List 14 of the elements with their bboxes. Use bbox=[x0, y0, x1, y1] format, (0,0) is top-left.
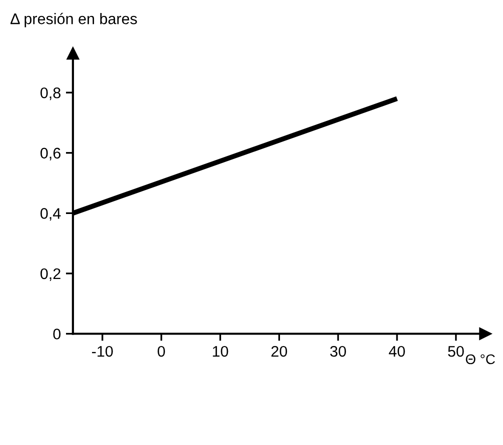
x-tick-label: -10 bbox=[92, 346, 113, 357]
y-tick-label: 0,6 bbox=[40, 148, 60, 160]
x-tick-label: 40 bbox=[388, 346, 405, 357]
x-tick-label: 30 bbox=[330, 346, 346, 357]
x-tick-label: 0 bbox=[158, 346, 165, 357]
x-tick-label: 50 bbox=[448, 346, 464, 357]
y-axis-title: Δ presión en bares bbox=[10, 12, 137, 28]
y-tick-label: 0,8 bbox=[40, 87, 60, 100]
y-tick-label: 0 bbox=[53, 328, 61, 340]
x-tick-label: 20 bbox=[271, 346, 288, 357]
x-tick-label: 10 bbox=[212, 346, 228, 357]
x-axis-title: Θ °C bbox=[466, 354, 495, 364]
y-tick-label: 0,2 bbox=[40, 268, 60, 281]
y-tick-label: 0,4 bbox=[40, 208, 61, 221]
